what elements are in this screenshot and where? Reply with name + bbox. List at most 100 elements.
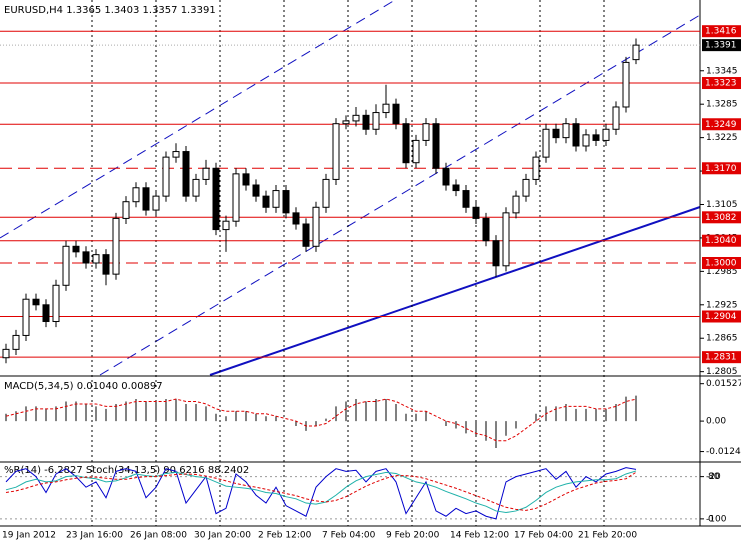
x-tick-label: 26 Jan 08:00 xyxy=(130,531,187,541)
candle-body xyxy=(42,304,50,323)
candle-body xyxy=(402,123,410,164)
x-tick-label: 14 Feb 12:00 xyxy=(450,531,509,541)
candle-body xyxy=(372,112,380,130)
candle-body xyxy=(322,178,330,208)
candle-body xyxy=(232,173,240,222)
y-tick-label: 1.3225 xyxy=(706,133,738,143)
candle-body xyxy=(522,178,530,197)
oscillator-line xyxy=(5,471,637,511)
channel-line xyxy=(0,0,396,239)
candle-body xyxy=(562,123,570,139)
candle-body xyxy=(462,190,470,208)
candle-body xyxy=(362,114,370,130)
candle-body xyxy=(142,187,150,211)
level-label: 1.3082 xyxy=(705,213,737,223)
level-label-box xyxy=(702,257,741,270)
candle-body xyxy=(392,103,400,125)
x-tick-label: 7 Feb 04:00 xyxy=(322,531,376,541)
candle-body xyxy=(222,220,230,231)
candle-body xyxy=(252,184,260,197)
candle-body xyxy=(62,245,70,286)
y-tick-label: 1.3345 xyxy=(706,66,738,76)
trend-line xyxy=(209,206,701,376)
candle-body xyxy=(22,298,30,336)
candle-body xyxy=(412,139,420,164)
chart-title: EURUSD,H4 1.3365 1.3403 1.3357 1.3391 xyxy=(4,5,216,16)
candle-body xyxy=(112,217,120,275)
y-tick-label: 1.3285 xyxy=(706,100,738,110)
candle-body xyxy=(622,61,630,108)
candle-body xyxy=(352,114,360,122)
trendlines xyxy=(0,0,701,376)
candle-body xyxy=(182,151,190,197)
y2-tick-label: -20 xyxy=(706,472,721,482)
candle-body xyxy=(202,167,210,180)
x-tick-label: 30 Jan 20:00 xyxy=(194,531,251,541)
candle-body xyxy=(122,201,130,219)
level-label: 1.3249 xyxy=(705,120,737,130)
candle-body xyxy=(442,167,450,186)
x-tick-label: 19 Jan 2012 xyxy=(2,531,56,541)
candle-body xyxy=(92,254,100,264)
candle-body xyxy=(502,212,510,267)
candle-body xyxy=(152,195,160,211)
level-label: 1.3170 xyxy=(705,164,737,174)
candle-body xyxy=(482,217,490,242)
candle-body xyxy=(312,206,320,247)
candle-body xyxy=(272,190,280,208)
candle-body xyxy=(72,245,80,253)
candle-body xyxy=(432,123,440,169)
candle-body xyxy=(32,298,40,306)
candle-body xyxy=(382,103,390,114)
x-tick-label: 21 Feb 20:00 xyxy=(578,531,637,541)
y-tick-label: 0 xyxy=(708,514,714,524)
macd-title: MACD(5,34,5) 0.01040 0.00897 xyxy=(4,381,163,392)
level-label-box xyxy=(702,310,741,323)
candle-body xyxy=(582,134,590,147)
candle-body xyxy=(572,123,580,147)
candle-body xyxy=(342,120,350,125)
x-tick-label: 9 Feb 20:00 xyxy=(386,531,440,541)
level-label: 1.2831 xyxy=(705,353,737,363)
level-label-box xyxy=(702,351,741,364)
y-tick-label: -0.01244 xyxy=(706,447,741,457)
x-tick-label: 2 Feb 12:00 xyxy=(258,531,312,541)
x-tick-label: 23 Jan 16:00 xyxy=(66,531,123,541)
candle-body xyxy=(12,334,20,350)
candle-body xyxy=(552,128,560,139)
y-tick-label: 1.2805 xyxy=(706,367,738,377)
y-tick-label: 1.2865 xyxy=(706,334,738,344)
level-label-box xyxy=(702,162,741,175)
macd-signal xyxy=(5,398,637,442)
level-label: 1.3040 xyxy=(705,236,737,246)
y-tick-label: 1.2925 xyxy=(706,300,738,310)
y2-tick-label: -100 xyxy=(706,514,727,524)
level-label-box xyxy=(702,211,741,224)
level-label-box xyxy=(702,25,741,38)
level-label: 1.2904 xyxy=(705,312,737,322)
oscillator-line xyxy=(5,467,637,520)
candle-body xyxy=(332,123,340,180)
candle-body xyxy=(492,240,500,267)
level-label: 1.3000 xyxy=(705,259,737,269)
level-label-box xyxy=(702,118,741,131)
x-tick-label: 17 Feb 04:00 xyxy=(514,531,573,541)
candle-body xyxy=(242,173,250,186)
candle-body xyxy=(512,195,520,214)
candle-body xyxy=(452,184,460,192)
candle-body xyxy=(542,128,550,158)
candle-body xyxy=(472,206,480,219)
oscillator-title: %R(14) -6.2827 Stoch(34,13,5) 90.6216 88… xyxy=(4,465,249,476)
candle-body xyxy=(302,223,310,247)
candle-body xyxy=(82,251,90,264)
level-label: 1.3416 xyxy=(705,27,737,37)
candle-body xyxy=(102,254,110,275)
level-label-box xyxy=(702,234,741,247)
level-label: 1.3323 xyxy=(705,79,737,89)
candle-body xyxy=(192,178,200,197)
candle-body xyxy=(172,151,180,158)
current-price-label: 1.3391 xyxy=(705,41,737,51)
candle-body xyxy=(422,123,430,141)
